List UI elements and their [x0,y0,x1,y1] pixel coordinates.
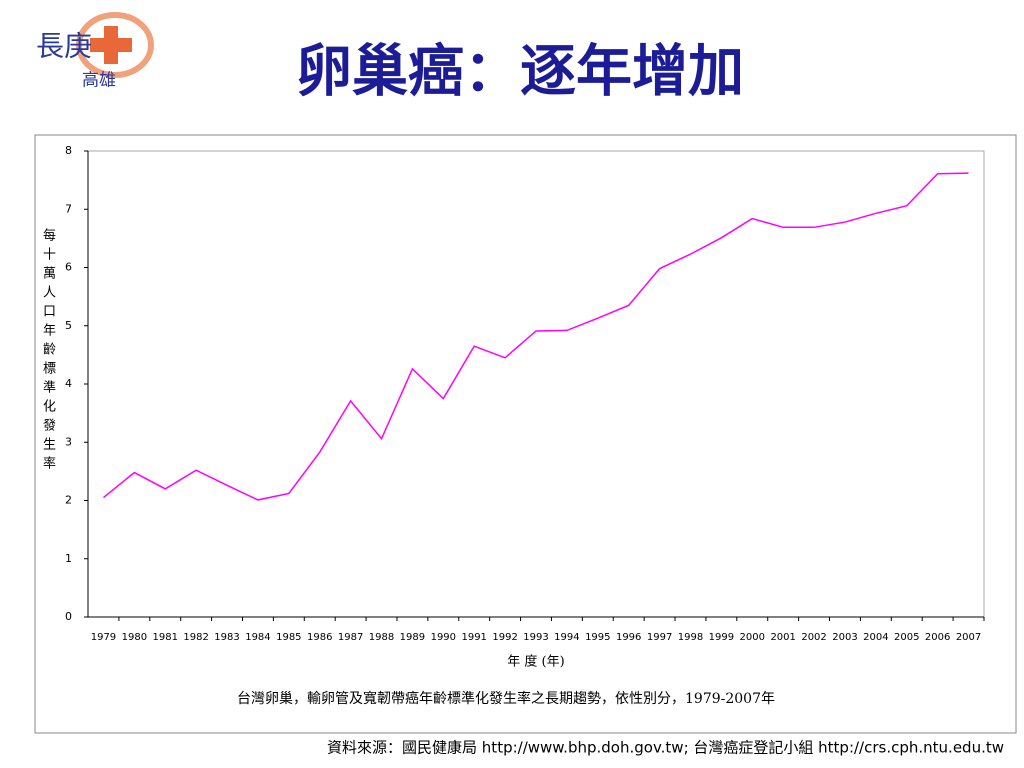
x-tick-label: 1995 [585,632,610,643]
x-tick-label: 1983 [214,632,239,643]
y-tick-label: 0 [65,610,72,623]
x-tick-label: 1984 [245,632,270,643]
chart-caption: 台灣卵巢，輸卵管及寬韌帶癌年齡標準化發生率之長期趨勢，依性別分，1979-200… [237,690,775,707]
x-tick-label: 1982 [183,632,208,643]
x-tick-label: 1979 [91,632,116,643]
x-tick-label: 2007 [956,632,981,643]
x-tick-label: 1999 [709,632,734,643]
logo-ring [76,12,154,78]
x-tick-label: 1994 [554,632,579,643]
x-tick-label: 2001 [770,632,795,643]
x-tick-label: 1985 [276,632,301,643]
x-tick-label: 1989 [400,632,425,643]
x-tick-label: 2000 [740,632,765,643]
data-line [102,172,969,501]
y-tick-label: 3 [65,435,72,448]
x-tick-label: 2004 [863,632,888,643]
y-tick-label: 8 [65,144,72,157]
y-tick-label: 7 [65,202,72,215]
y-tick-label: 2 [65,494,72,507]
y-tick-label: 5 [65,319,72,332]
x-tick-label: 1987 [338,632,363,643]
x-tick-label: 2003 [832,632,857,643]
x-tick-label: 1988 [369,632,394,643]
y-tick-label: 4 [65,377,72,390]
y-tick-label: 1 [65,552,72,565]
logo-branch: 高雄 [82,71,116,91]
y-axis-label: 每十萬人口年齡標準化發生率 [40,228,55,475]
x-tick-label: 1980 [122,632,147,643]
logo-name: 長庚 [36,30,92,63]
x-tick-label: 1981 [153,632,178,643]
logo: 長庚 高雄 [36,12,154,91]
chart-frame [34,134,1017,734]
x-axis-label: 年 度 (年) [507,654,564,670]
source-note: 資料來源：國民健康局 http://www.bhp.doh.gov.tw; 台灣… [327,739,1004,757]
x-tick-label: 1993 [523,632,548,643]
x-tick-label: 1992 [492,632,517,643]
x-tick-label: 1996 [616,632,641,643]
x-tick-label: 1998 [678,632,703,643]
x-tick-label: 1991 [461,632,486,643]
x-tick-label: 1990 [431,632,456,643]
x-tick-label: 1986 [307,632,332,643]
y-tick-label: 6 [65,261,72,274]
x-tick-label: 2002 [801,632,826,643]
x-tick-label: 1997 [647,632,672,643]
chart: 0 1 2 3 4 5 6 7 8 1979 1980 1981 1982 1983 1984 1985 198… [65,144,985,707]
x-tick-label: 2005 [894,632,919,643]
slide-title: 卵巢癌：逐年增加 [296,39,744,105]
x-tick-label: 2006 [925,632,950,643]
logo-cross [90,26,132,64]
